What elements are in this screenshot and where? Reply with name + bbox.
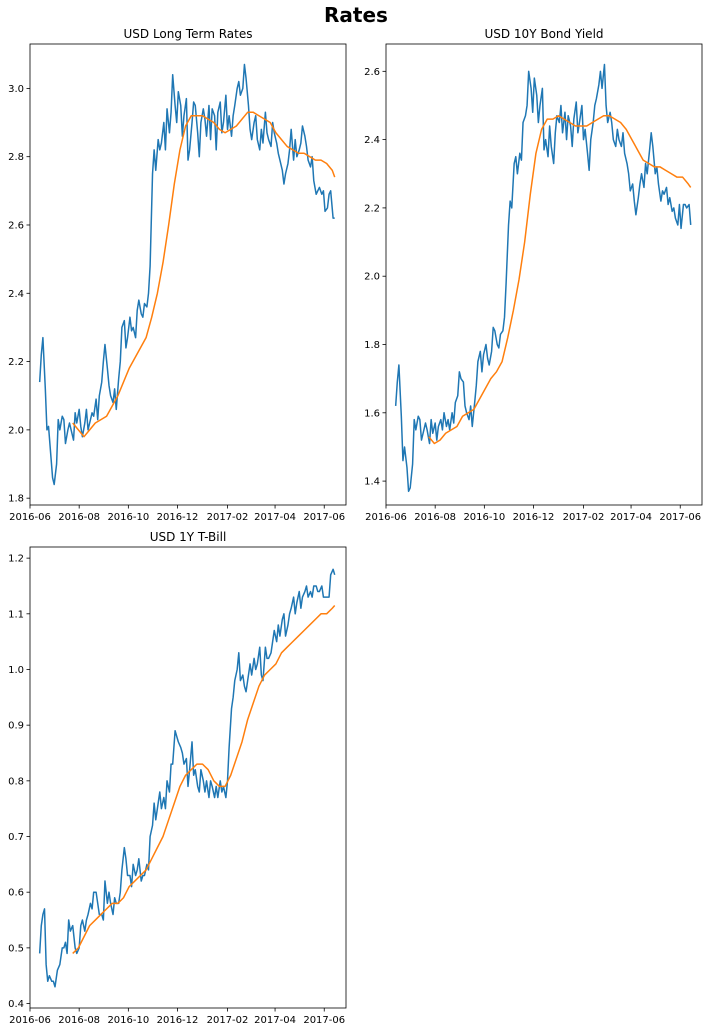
panel-usd-1y-t-bill: USD 1Y T-Bill 2016-06 2016-08 2016-10 2016-1… bbox=[8, 530, 347, 1026]
y-tick-label: 3.0 bbox=[8, 84, 24, 95]
x-tick-label: 2017-06 bbox=[303, 1015, 345, 1026]
x-tick-label: 2016-12 bbox=[157, 1015, 199, 1026]
figure-title: Rates bbox=[324, 3, 388, 27]
y-tick-label: 0.8 bbox=[8, 776, 24, 787]
series-line-2 bbox=[72, 111, 336, 438]
series-group bbox=[38, 568, 336, 988]
y-tick-label: 1.8 bbox=[364, 340, 380, 351]
y-tick-label: 2.6 bbox=[364, 67, 380, 78]
axes-frame bbox=[29, 546, 347, 1009]
panel-usd-long-term-rates: USD Long Term Rates 2016-06 2016-08 2016-10… bbox=[8, 27, 347, 523]
y-tick-label: 1.0 bbox=[8, 665, 24, 676]
x-tick-label: 2017-04 bbox=[254, 512, 296, 523]
x-tick-label: 2016-12 bbox=[513, 512, 555, 523]
series-line-1 bbox=[38, 63, 335, 486]
x-tick-label: 2016-08 bbox=[414, 512, 456, 523]
y-tick-label: 2.0 bbox=[8, 425, 24, 436]
chart-title: USD Long Term Rates bbox=[124, 27, 253, 41]
x-tick-label: 2016-10 bbox=[463, 512, 505, 523]
y-tick-label: 2.0 bbox=[364, 272, 380, 283]
y-tick-label: 2.8 bbox=[8, 152, 24, 163]
x-tick-label: 2017-06 bbox=[303, 512, 345, 523]
x-tick-label: 2017-06 bbox=[659, 512, 701, 523]
y-tick-label: 2.2 bbox=[8, 357, 24, 368]
y-tick-label: 0.7 bbox=[8, 832, 24, 843]
y-tick-label: 1.8 bbox=[8, 494, 24, 505]
x-tick-label: 2017-04 bbox=[610, 512, 652, 523]
y-tick-label: 0.6 bbox=[8, 888, 24, 899]
series-line-2 bbox=[428, 114, 692, 445]
y-tick-label: 1.2 bbox=[8, 554, 24, 565]
x-tick-label: 2016-08 bbox=[58, 1015, 100, 1026]
y-tick-label: 0.9 bbox=[8, 721, 24, 732]
x-tick-label: 2017-02 bbox=[563, 512, 605, 523]
x-tick-label: 2016-12 bbox=[157, 512, 199, 523]
y-tick-label: 0.5 bbox=[8, 943, 24, 954]
x-tick-label: 2016-06 bbox=[9, 512, 51, 523]
y-tick-label: 0.4 bbox=[8, 999, 24, 1010]
series-group bbox=[394, 63, 692, 493]
x-tick-label: 2016-10 bbox=[107, 512, 149, 523]
x-tick-label: 2016-06 bbox=[9, 1015, 51, 1026]
x-tick-label: 2017-02 bbox=[207, 1015, 249, 1026]
series-group bbox=[38, 63, 336, 486]
x-tick-label: 2016-10 bbox=[107, 1015, 149, 1026]
x-tick-label: 2017-04 bbox=[254, 1015, 296, 1026]
chart-title: USD 10Y Bond Yield bbox=[484, 27, 603, 41]
axes-frame bbox=[385, 43, 703, 506]
panel-usd-10y-bond-yield: USD 10Y Bond Yield 2016-06 2016-08 2016-10 2… bbox=[364, 27, 703, 523]
y-tick-label: 1.4 bbox=[364, 477, 380, 488]
x-tick-label: 2016-08 bbox=[58, 512, 100, 523]
y-tick-label: 1.6 bbox=[364, 408, 380, 419]
series-line-1 bbox=[38, 568, 336, 988]
series-line-1 bbox=[394, 63, 692, 493]
chart-title: USD 1Y T-Bill bbox=[150, 530, 227, 544]
y-tick-label: 1.1 bbox=[8, 609, 24, 620]
y-tick-label: 2.2 bbox=[364, 203, 380, 214]
axes-frame bbox=[29, 43, 347, 506]
x-tick-label: 2017-02 bbox=[207, 512, 249, 523]
y-tick-label: 2.4 bbox=[364, 135, 380, 146]
series-line-2 bbox=[72, 604, 336, 954]
y-tick-label: 2.4 bbox=[8, 289, 24, 300]
y-tick-label: 2.6 bbox=[8, 220, 24, 231]
x-tick-label: 2016-06 bbox=[365, 512, 407, 523]
